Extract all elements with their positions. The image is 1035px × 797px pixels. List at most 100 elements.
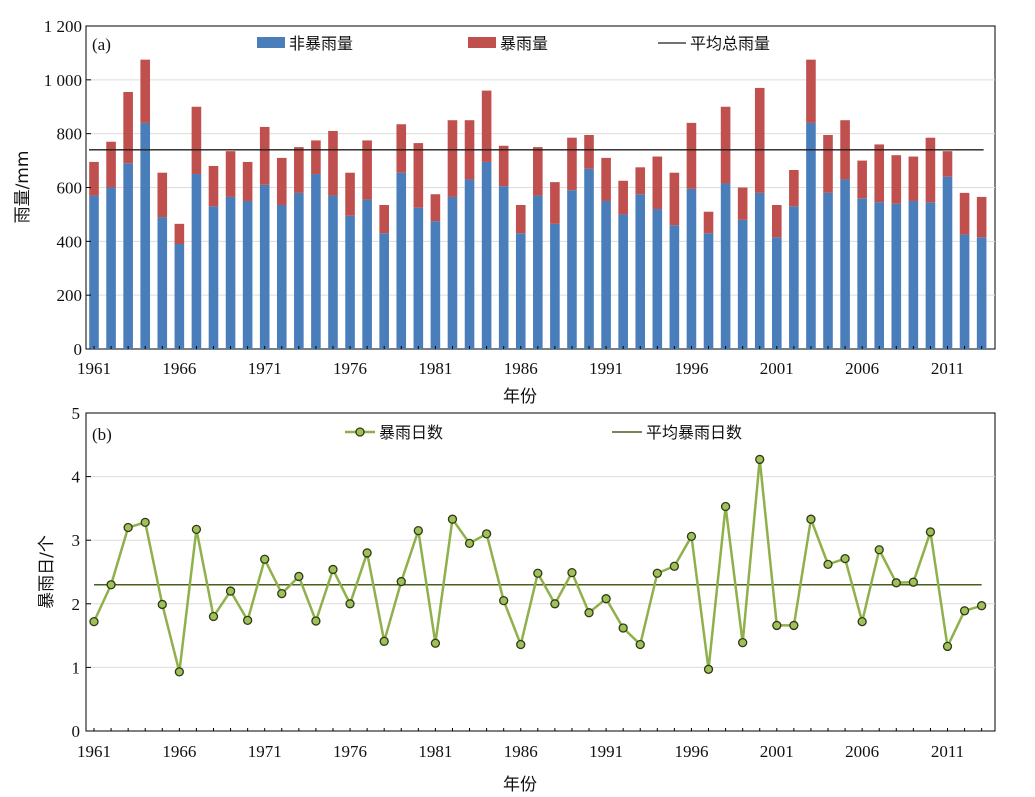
bar-rainstorm xyxy=(669,172,680,226)
bar-rainstorm xyxy=(447,120,458,197)
bar-rainstorm xyxy=(157,172,168,218)
data-point-rainstorm-days xyxy=(447,514,458,524)
data-point-rainstorm-days xyxy=(669,561,680,571)
bar-rainstorm xyxy=(601,157,611,201)
data-point-rainstorm-days xyxy=(413,526,423,536)
data-point-rainstorm-days xyxy=(174,667,185,677)
bar-non-rainstorm xyxy=(140,122,151,350)
panel-a-y-tick-label: 200 xyxy=(57,286,83,305)
legend-swatch-rainstorm xyxy=(468,37,496,48)
bar-rainstorm xyxy=(652,156,663,210)
bar-non-rainstorm xyxy=(703,233,714,349)
bar-rainstorm xyxy=(737,187,748,220)
data-point-rainstorm-days xyxy=(294,571,304,582)
panel-b-y-axis-label: 暴雨日/个 xyxy=(37,535,57,609)
bar-rainstorm xyxy=(567,137,577,191)
legend-label-rainstorm: 暴雨量 xyxy=(500,34,548,53)
bar-non-rainstorm xyxy=(294,192,304,349)
data-point-rainstorm-days xyxy=(840,553,850,564)
data-point-rainstorm-days xyxy=(242,615,253,625)
legend-label-mean-days: 平均暴雨日数 xyxy=(646,423,742,442)
data-point-rainstorm-days xyxy=(976,601,987,611)
bar-rainstorm xyxy=(294,147,304,193)
data-point-rainstorm-days xyxy=(959,606,970,616)
bar-rainstorm xyxy=(720,106,731,184)
bar-non-rainstorm xyxy=(635,194,646,349)
bar-rainstorm xyxy=(959,192,970,235)
panel-b-x-tick-label: 1986 xyxy=(504,742,538,761)
bar-rainstorm xyxy=(925,137,936,203)
data-point-rainstorm-days xyxy=(891,578,901,588)
bar-non-rainstorm xyxy=(874,202,885,349)
bar-non-rainstorm xyxy=(430,221,441,349)
bar-non-rainstorm xyxy=(311,174,321,349)
bar-rainstorm xyxy=(635,167,646,195)
panel-a-x-tick-label: 2011 xyxy=(931,359,964,378)
bar-non-rainstorm xyxy=(942,176,953,349)
data-point-rainstorm-days xyxy=(925,527,936,537)
panel-b-x-tick-label: 1996 xyxy=(674,742,708,761)
panel-b-y-tick-label: 4 xyxy=(72,468,81,487)
bar-non-rainstorm xyxy=(754,192,765,349)
panel-a-x-tick-label: 1981 xyxy=(418,359,452,378)
bar-rainstorm xyxy=(328,130,338,196)
data-point-rainstorm-days xyxy=(635,639,645,650)
bar-rainstorm xyxy=(533,147,543,196)
panel-a-x-tick-label: 1971 xyxy=(248,359,282,378)
bar-rainstorm xyxy=(208,165,219,207)
bar-rainstorm xyxy=(515,205,526,234)
legend-label-rainstorm-days: 暴雨日数 xyxy=(379,423,443,442)
bar-rainstorm xyxy=(976,196,987,238)
data-point-rainstorm-days xyxy=(430,638,441,648)
data-point-rainstorm-days xyxy=(464,538,475,549)
legend-swatch-non-rainstorm xyxy=(257,37,285,48)
bar-rainstorm xyxy=(703,211,714,234)
bar-rainstorm xyxy=(345,172,355,216)
legend-label-mean-total: 平均总雨量 xyxy=(690,34,770,53)
bar-non-rainstorm xyxy=(123,163,133,349)
bar-non-rainstorm xyxy=(379,233,389,349)
panel-b-x-ticks: 1961 1966 1971 1976 1981 1986 1991 1996 2001 2006… xyxy=(77,728,983,761)
data-point-rainstorm-days xyxy=(362,548,372,558)
panel-b-chart: 0 1 2 3 4 5 1961 1966 1971 1976 1981 1986 1991 1996 2… xyxy=(37,404,996,795)
panel-a-y-tick-label: 600 xyxy=(57,179,83,198)
bar-non-rainstorm xyxy=(157,217,168,349)
panel-b-label: (b) xyxy=(92,425,112,444)
data-point-rainstorm-days xyxy=(908,577,919,587)
data-point-rainstorm-days xyxy=(106,580,116,590)
bar-non-rainstorm xyxy=(498,186,509,349)
panel-a-x-tick-label: 1961 xyxy=(77,359,111,378)
panel-b-x-tick-label: 1991 xyxy=(589,742,623,761)
data-point-rainstorm-days xyxy=(806,514,816,524)
data-point-rainstorm-days xyxy=(123,522,133,533)
bar-non-rainstorm xyxy=(362,199,372,349)
bar-non-rainstorm xyxy=(208,206,219,349)
data-point-rainstorm-days xyxy=(516,639,526,650)
bar-non-rainstorm xyxy=(652,209,663,349)
data-point-rainstorm-days xyxy=(277,588,287,599)
bar-rainstorm xyxy=(174,223,185,245)
bar-rainstorm xyxy=(618,180,628,215)
data-point-rainstorm-days xyxy=(823,559,833,570)
data-point-rainstorm-days xyxy=(140,517,150,528)
bar-non-rainstorm xyxy=(789,206,799,349)
panel-a-y-tick-label: 0 xyxy=(74,340,83,359)
bar-rainstorm xyxy=(891,155,902,204)
bar-rainstorm xyxy=(106,141,116,188)
panel-b-y-tick-label: 2 xyxy=(72,595,81,614)
bar-rainstorm xyxy=(481,90,492,162)
bar-non-rainstorm xyxy=(959,234,970,349)
bar-rainstorm xyxy=(191,106,202,175)
data-point-rainstorm-days xyxy=(208,611,219,622)
data-point-rainstorm-days xyxy=(874,545,884,555)
bar-non-rainstorm xyxy=(481,161,492,349)
bar-non-rainstorm xyxy=(259,184,270,349)
bar-non-rainstorm xyxy=(89,195,99,349)
panel-b-x-tick-label: 1971 xyxy=(248,742,282,761)
panel-b-y-tick-label: 5 xyxy=(72,404,81,423)
data-point-rainstorm-days xyxy=(345,599,355,609)
panel-a-x-tick-label: 2001 xyxy=(760,359,794,378)
data-point-rainstorm-days xyxy=(499,595,509,606)
bar-non-rainstorm xyxy=(174,244,185,349)
panel-a-chart: 0 200 400 600 800 1 000 1 200 1961 1966 1971 1976… xyxy=(13,17,996,407)
